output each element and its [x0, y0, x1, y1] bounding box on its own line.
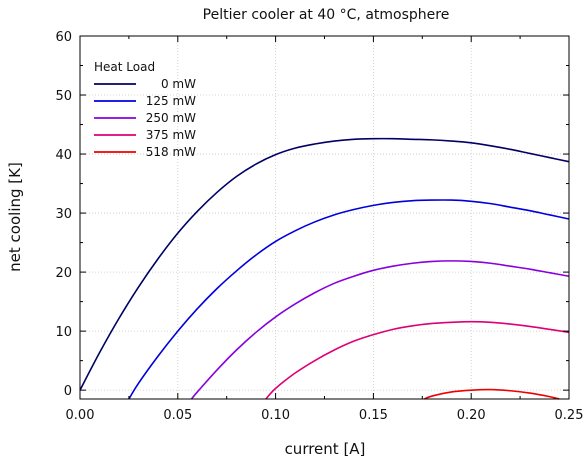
legend: Heat Load 0 mW 125 mW 250 mW 375 mW 518 mW	[94, 60, 196, 159]
chart-title: Peltier cooler at 40 °C, atmosphere	[203, 7, 450, 23]
x-tick-label: 0.15	[359, 408, 388, 423]
x-tick-label: 0.10	[261, 408, 290, 423]
y-tick-label: 20	[55, 266, 72, 281]
y-axis-title: net cooling [K]	[6, 162, 24, 272]
y-tick-label: 0	[64, 384, 72, 399]
legend-label-2: 250 mW	[146, 111, 196, 125]
x-tick-label: 0.00	[66, 408, 95, 423]
grid-layer	[80, 36, 569, 399]
series-line-4	[423, 388, 560, 400]
legend-label-4: 518 mW	[146, 145, 196, 159]
series-line-0	[79, 137, 570, 391]
x-tick-label: 0.20	[457, 408, 486, 423]
legend-label-1: 125 mW	[146, 94, 196, 108]
series-line-3	[265, 320, 570, 400]
series-line-2	[190, 260, 570, 400]
legend-title: Heat Load	[94, 60, 155, 74]
y-tick-label: 30	[55, 207, 72, 222]
x-tick-label: 0.25	[555, 408, 584, 423]
y-tick-label: 40	[55, 148, 72, 163]
y-tick-label: 10	[55, 325, 72, 340]
legend-items: 0 mW 125 mW 250 mW 375 mW 518 mW	[94, 77, 196, 159]
plot-frame	[79, 35, 570, 400]
legend-label-3: 375 mW	[146, 128, 196, 142]
series-layer	[79, 137, 570, 400]
legend-label-0: 0 mW	[161, 77, 196, 91]
x-axis-title: current [A]	[285, 440, 366, 458]
axes-layer: 0.00 0.05 0.10 0.15 0.20 0.25 0 10 20 30 40 50 60	[55, 30, 583, 423]
series-line-1	[128, 199, 570, 400]
y-tick-label: 60	[55, 30, 72, 45]
y-tick-label: 50	[55, 89, 72, 104]
x-tick-label: 0.05	[163, 408, 192, 423]
